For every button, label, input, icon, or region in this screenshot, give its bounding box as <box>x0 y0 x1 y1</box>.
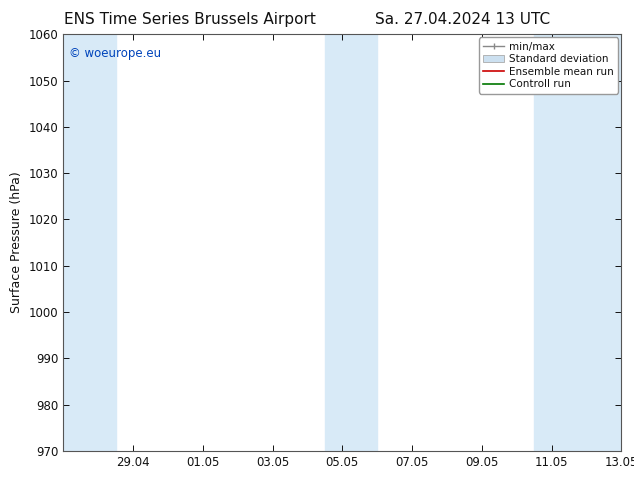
Y-axis label: Surface Pressure (hPa): Surface Pressure (hPa) <box>10 172 23 314</box>
Text: Sa. 27.04.2024 13 UTC: Sa. 27.04.2024 13 UTC <box>375 12 550 27</box>
Text: © woeurope.eu: © woeurope.eu <box>69 47 161 60</box>
Bar <box>325 34 377 451</box>
Bar <box>534 34 621 451</box>
Text: ENS Time Series Brussels Airport: ENS Time Series Brussels Airport <box>64 12 316 27</box>
Legend: min/max, Standard deviation, Ensemble mean run, Controll run: min/max, Standard deviation, Ensemble me… <box>479 37 618 94</box>
Bar <box>63 34 115 451</box>
